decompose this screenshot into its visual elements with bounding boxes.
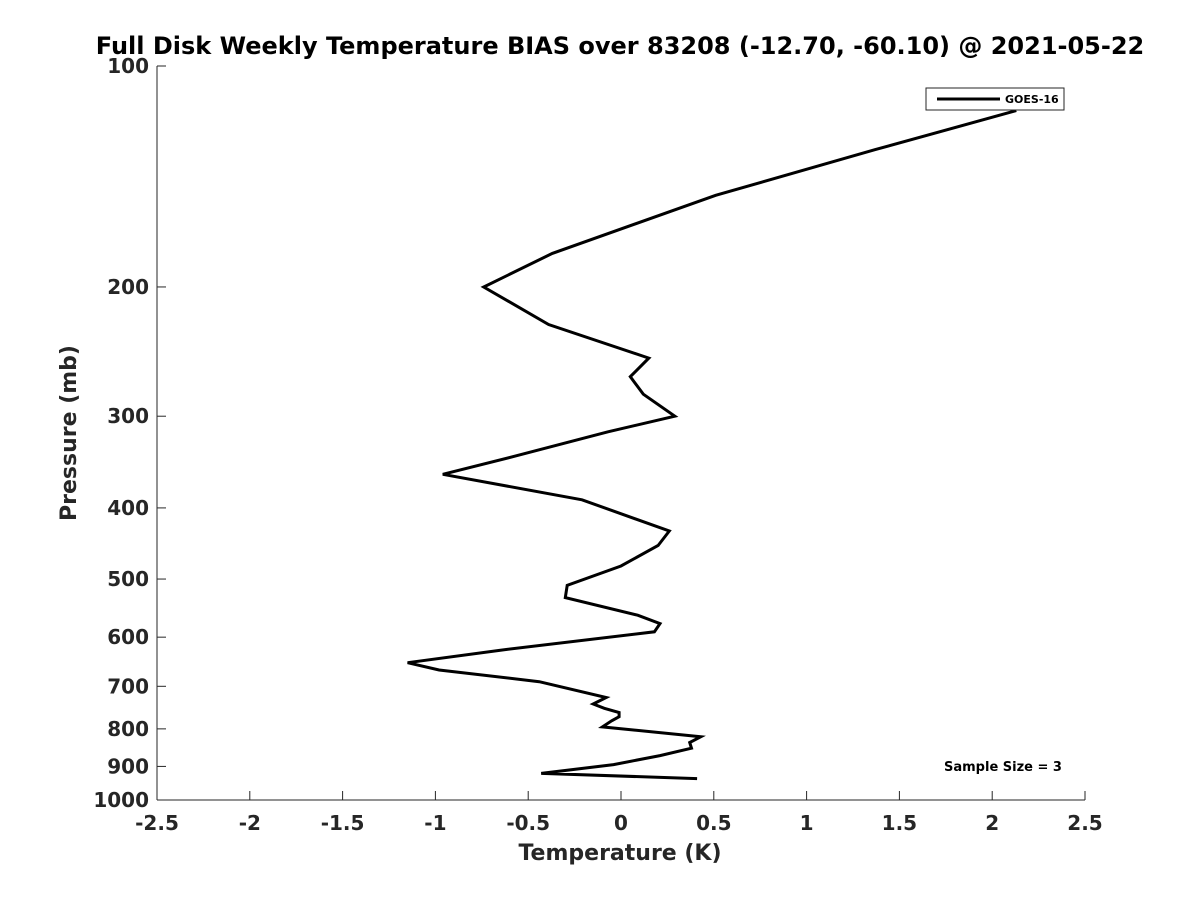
x-tick-label: 0.5 xyxy=(696,811,731,835)
x-tick-label: 2.5 xyxy=(1067,811,1102,835)
legend: GOES-16 xyxy=(925,87,1065,111)
x-axis: -2.5 -2 -1.5 -1 -0.5 0 0.5 1 1.5 2 2.5 xyxy=(135,791,1103,835)
y-tick-label: 400 xyxy=(107,496,149,520)
series-line-goes-16 xyxy=(407,109,1017,781)
y-tick-label: 200 xyxy=(107,275,149,299)
legend-label: GOES-16 xyxy=(1005,93,1059,106)
y-tick-label: 300 xyxy=(107,404,149,428)
y-axis-label: Pressure (mb) xyxy=(57,345,82,521)
y-tick-label: 600 xyxy=(107,625,149,649)
y-axis: 100 200 300 400 500 600 700 800 900 1000 xyxy=(93,54,166,812)
y-tick-label: 800 xyxy=(107,717,149,741)
y-tick-label: 500 xyxy=(107,567,149,591)
x-tick-label: -2 xyxy=(239,811,261,835)
sample-size-annotation: Sample Size = 3 xyxy=(944,760,1062,775)
y-tick-label: 900 xyxy=(107,754,149,778)
x-tick-label: -1 xyxy=(424,811,446,835)
x-tick-label: 1.5 xyxy=(882,811,917,835)
y-tick-label: 700 xyxy=(107,674,149,698)
x-tick-label: -1.5 xyxy=(321,811,365,835)
y-tick-label: 1000 xyxy=(93,788,149,812)
x-tick-label: 2 xyxy=(985,811,999,835)
x-tick-label: -2.5 xyxy=(135,811,179,835)
x-tick-label: 1 xyxy=(800,811,814,835)
x-axis-label: Temperature (K) xyxy=(518,841,721,866)
x-tick-label: 0 xyxy=(614,811,628,835)
x-tick-label: -0.5 xyxy=(506,811,550,835)
y-tick-label: 100 xyxy=(107,54,149,78)
chart-title: Full Disk Weekly Temperature BIAS over 8… xyxy=(96,32,1144,60)
series-layer xyxy=(407,109,1017,781)
plot-area xyxy=(157,66,1085,800)
